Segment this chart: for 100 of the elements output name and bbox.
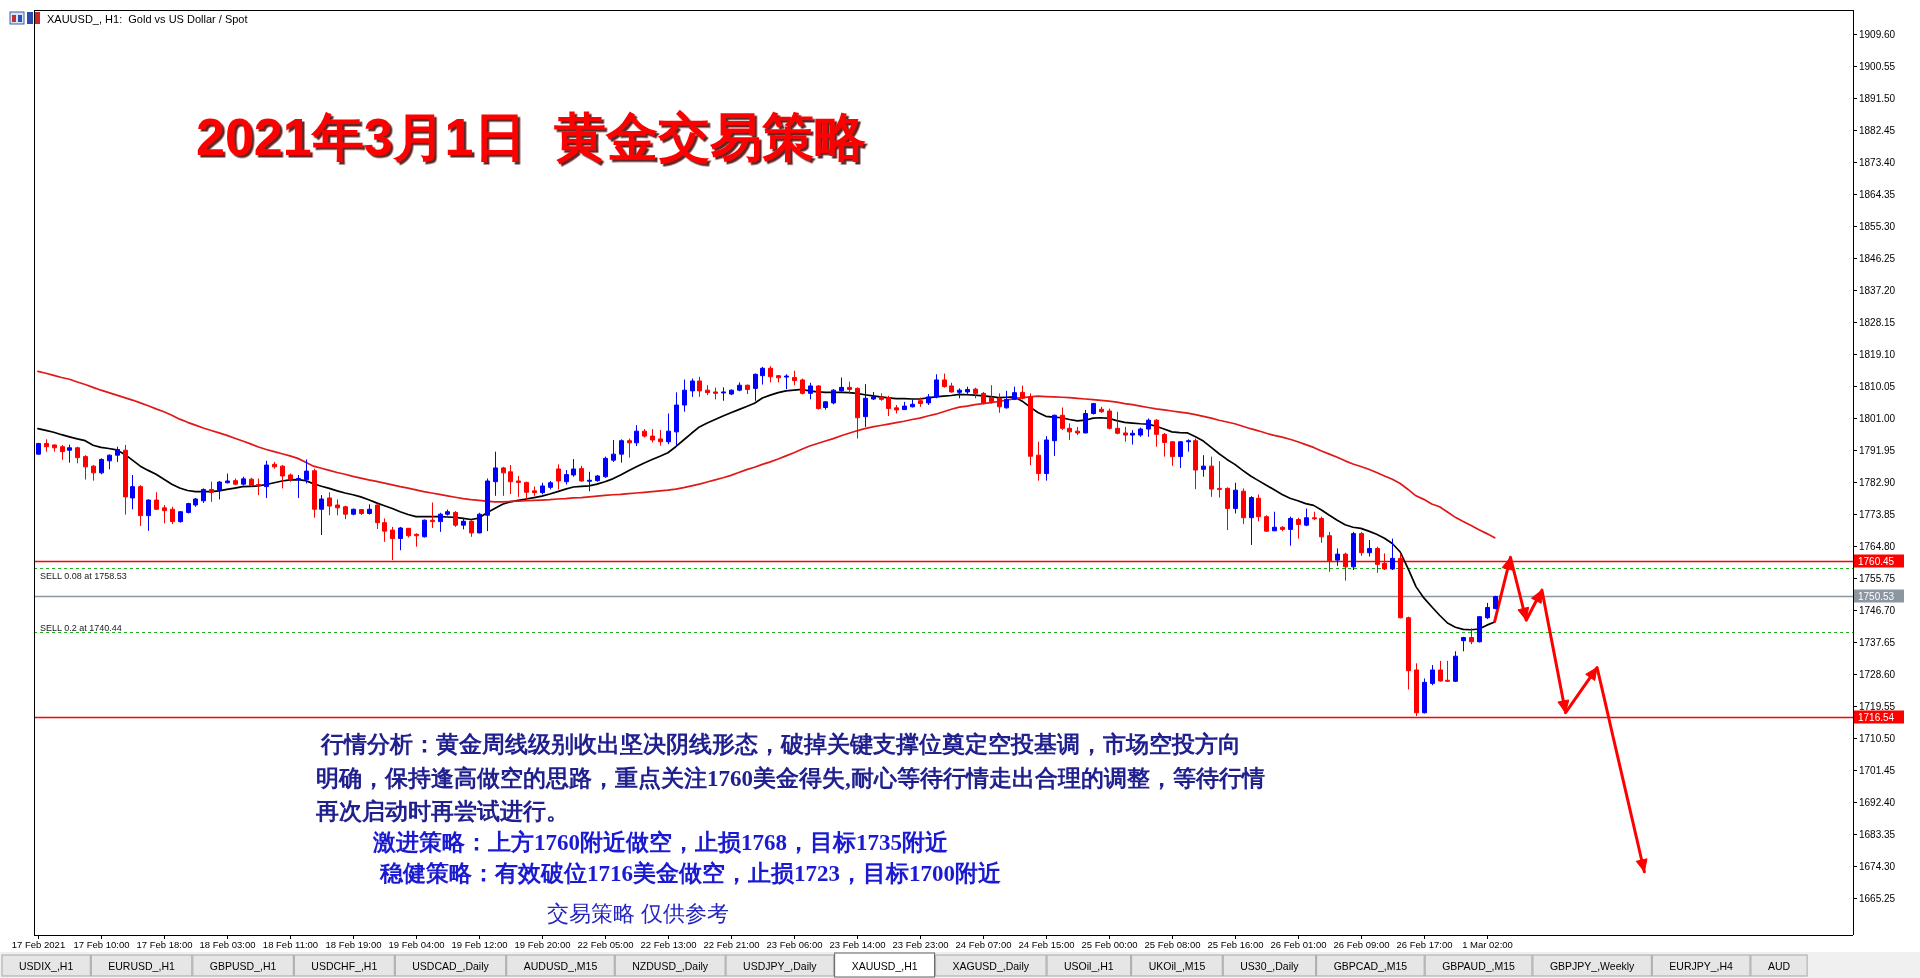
candlestick xyxy=(1091,402,1096,416)
candlestick xyxy=(107,453,112,470)
candlestick xyxy=(1028,392,1033,466)
candlestick xyxy=(335,498,340,516)
x-tick-label: 17 Feb 18:00 xyxy=(136,939,193,950)
x-tick-label: 18 Feb 11:00 xyxy=(262,939,319,950)
candlestick xyxy=(690,378,695,398)
candlestick xyxy=(1485,602,1490,620)
candlestick xyxy=(524,481,529,500)
candlestick xyxy=(1233,482,1238,514)
candlestick xyxy=(477,512,482,534)
candlestick xyxy=(382,517,387,543)
candlestick xyxy=(548,480,553,490)
candlestick xyxy=(1359,531,1364,557)
candlestick xyxy=(540,482,545,495)
candlestick xyxy=(682,379,687,413)
chart-subtitle: XAUUSD_, H1: Gold vs US Dollar / Spot xyxy=(47,13,248,25)
candlestick xyxy=(1012,386,1017,401)
candlestick xyxy=(831,388,836,405)
tab: USDCHF_,H1 xyxy=(293,954,395,977)
x-tick-label: 17 Feb 10:00 xyxy=(73,939,130,950)
tab: EURJPY_,H4 xyxy=(1651,954,1751,977)
tab: USDCAD_,Daily xyxy=(394,954,507,977)
candlestick xyxy=(1162,432,1167,458)
candlestick xyxy=(973,387,978,399)
candlestick xyxy=(1099,406,1104,414)
candlestick xyxy=(792,370,797,386)
candlestick xyxy=(1422,677,1427,714)
candlestick xyxy=(343,505,348,520)
candlestick xyxy=(430,502,435,529)
y-tick-label: 1846.25 xyxy=(1859,253,1896,264)
candlestick xyxy=(894,404,899,414)
candlestick xyxy=(414,532,419,548)
candlestick xyxy=(193,497,198,508)
y-tick-label: 1755.75 xyxy=(1859,573,1896,584)
candlestick xyxy=(556,463,561,490)
tab-active: XAUUSD_,H1 xyxy=(834,952,936,978)
candlestick xyxy=(902,401,907,411)
candlestick xyxy=(60,444,65,461)
annotation: 行情分析：黄金周线级别收出坚决阴线形态，破掉关键支撑位奠定空投基调，市场空投方向 xyxy=(320,731,1241,757)
candlestick xyxy=(83,454,88,481)
candlestick xyxy=(721,386,726,402)
candlestick xyxy=(1296,517,1301,540)
candlestick xyxy=(926,393,931,406)
y-tick-label: 1764.80 xyxy=(1859,541,1896,552)
candlestick xyxy=(934,373,939,399)
y-tick-label: 1791.95 xyxy=(1859,445,1896,456)
candlestick xyxy=(453,510,458,528)
candlestick xyxy=(1154,418,1159,448)
x-tick-label: 23 Feb 06:00 xyxy=(766,939,823,950)
candlestick xyxy=(697,376,702,398)
candlestick xyxy=(1075,426,1080,436)
x-tick-label: 26 Feb 17:00 xyxy=(1396,939,1453,950)
y-tick-label: 1837.20 xyxy=(1859,285,1896,296)
candlestick xyxy=(256,478,261,496)
candlestick xyxy=(745,384,750,395)
candlestick xyxy=(1146,417,1151,438)
x-tick-label: 22 Feb 21:00 xyxy=(703,939,760,950)
candlestick xyxy=(1036,441,1041,482)
candlestick xyxy=(760,366,765,386)
candlestick xyxy=(705,384,710,396)
candlestick xyxy=(1193,438,1198,490)
candlestick xyxy=(146,498,151,532)
tab: AUD xyxy=(1750,954,1808,977)
candlestick xyxy=(768,365,773,383)
y-tick-label: 1855.30 xyxy=(1859,221,1896,232)
y-tick-label: 1900.55 xyxy=(1859,61,1896,72)
candlestick xyxy=(800,378,805,395)
y-tick-label: 1665.25 xyxy=(1859,893,1896,904)
y-tick-label: 1746.70 xyxy=(1859,605,1896,616)
candlestick xyxy=(942,373,947,389)
y-tick-label: 1737.65 xyxy=(1859,637,1896,648)
y-tick-label: 1773.85 xyxy=(1859,509,1896,520)
candlestick xyxy=(44,438,49,453)
candlestick xyxy=(445,509,450,517)
ref-line-label: SELL 0.2 at 1740.44 xyxy=(40,622,122,633)
candlestick xyxy=(351,508,356,516)
candlestick xyxy=(1178,440,1183,469)
x-tick-label: 19 Feb 04:00 xyxy=(388,939,445,950)
tab: EURUSD_,H1 xyxy=(90,954,193,977)
candlestick xyxy=(1312,511,1317,521)
y-tick-label: 1710.50 xyxy=(1859,733,1896,744)
candlestick xyxy=(115,446,120,463)
candlestick xyxy=(1280,525,1285,532)
ref-line-label: 1750.53 xyxy=(1858,591,1895,602)
candlestick xyxy=(233,478,238,486)
candlestick xyxy=(398,526,403,551)
candlestick xyxy=(1130,429,1135,446)
candlestick xyxy=(508,464,513,495)
candlestick xyxy=(422,518,427,539)
candlestick xyxy=(178,510,183,524)
y-tick-label: 1782.90 xyxy=(1859,477,1896,488)
candlestick xyxy=(272,461,277,470)
candlestick xyxy=(634,424,639,447)
candlestick xyxy=(1217,460,1222,499)
x-tick-label: 22 Feb 05:00 xyxy=(577,939,634,950)
candlestick xyxy=(1445,660,1450,683)
x-tick-label: 24 Feb 07:00 xyxy=(955,939,1012,950)
tab: GBPCAD_,M15 xyxy=(1316,954,1425,977)
y-tick-label: 1828.15 xyxy=(1859,317,1896,328)
